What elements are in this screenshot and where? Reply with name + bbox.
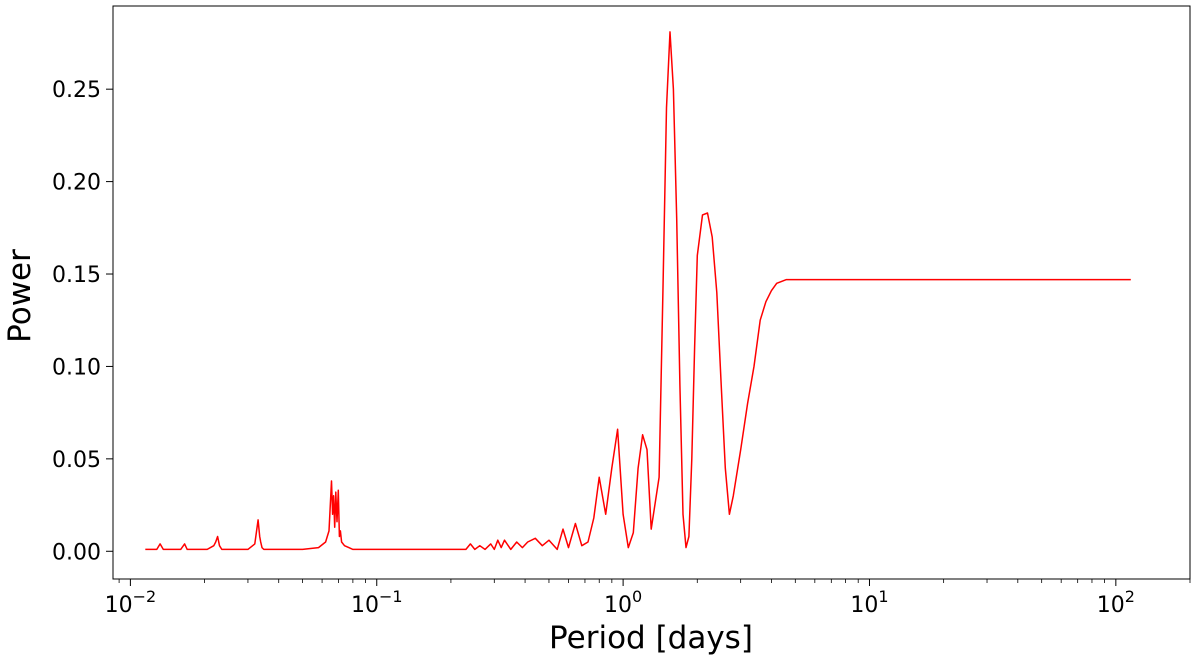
x-tick-label-base: 10 [105,593,133,618]
x-tick-label-exponent: 0 [632,587,642,606]
x-tick-label: 101 [850,587,888,618]
y-tick-label: 0.00 [52,540,101,565]
x-tick-label-exponent: 1 [878,587,888,606]
y-tick-label: 0.25 [52,78,101,103]
x-axis-ticks: 10−2 10−1 100 101 102 [105,579,1191,618]
y-tick-label: 0.05 [52,448,101,473]
y-tick-label: 0.10 [52,355,101,380]
y-axis-title: Power [2,249,38,343]
x-tick-label: 10−2 [105,587,157,618]
x-tick-label-base: 10 [1097,593,1125,618]
power-series-line [145,31,1131,551]
x-tick-label-base: 10 [850,593,878,618]
x-tick-label: 10−1 [351,587,403,618]
x-tick-label: 100 [604,587,642,618]
y-tick-label: 0.15 [52,263,101,288]
x-tick-label-base: 10 [351,593,379,618]
x-axis-title: Period [days] [549,620,753,656]
plot-area-frame [112,5,1191,580]
y-axis-ticks: 0.00 0.05 0.10 0.15 0.20 0.25 [52,78,113,565]
x-tick-label-exponent: −1 [379,587,403,606]
x-tick-label-exponent: 2 [1125,587,1135,606]
x-tick-label-base: 10 [604,593,632,618]
y-tick-label: 0.20 [52,171,101,196]
x-tick-label-exponent: −2 [133,587,157,606]
x-tick-label: 102 [1097,587,1135,618]
